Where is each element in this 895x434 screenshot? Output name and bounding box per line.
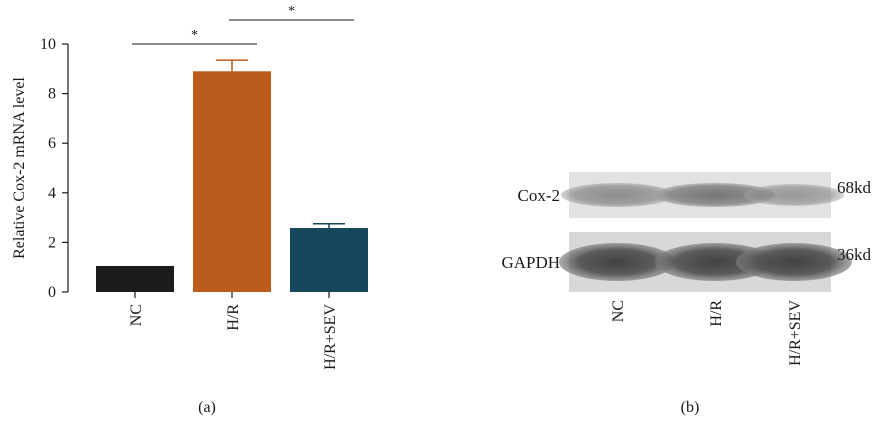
- y-tick-label: 6: [48, 135, 56, 152]
- blot-band-cox2: [744, 184, 844, 206]
- blot-lane-labels: NC H/R H/R+SEV: [610, 300, 804, 366]
- blot-lane-label: H/R: [708, 300, 725, 327]
- significance-markers: **: [132, 4, 354, 45]
- blot-row-label: Cox-2: [518, 186, 561, 205]
- bar-h-r: [193, 71, 271, 292]
- y-tick-label: 2: [48, 234, 56, 251]
- blot-band-cox2: [561, 183, 673, 207]
- blot-band-gapdh: [559, 243, 675, 281]
- bar-series: [96, 71, 368, 292]
- blot-size-label: 36kd: [837, 245, 872, 264]
- x-tick-label: H/R+SEV: [322, 304, 339, 370]
- y-tick-label: 8: [48, 86, 56, 103]
- significance-star: *: [288, 4, 295, 19]
- y-axis-ticks: 0 2 4 6 8 10: [40, 36, 68, 301]
- y-tick-label: 0: [48, 284, 56, 301]
- western-blot-panel: Cox-2 GAPDH 68kd 36kd NC H/R H/R+SEV (b): [501, 172, 872, 416]
- y-tick-label: 4: [48, 185, 56, 202]
- blot-size-labels: 68kd 36kd: [837, 178, 872, 264]
- y-tick-label: 10: [40, 36, 56, 53]
- blot-row-label: GAPDH: [501, 253, 560, 272]
- significance-star: *: [191, 28, 198, 43]
- blot-lane-label: H/R+SEV: [787, 300, 804, 366]
- blot-bands: [559, 183, 852, 281]
- panel-label-b: (b): [681, 399, 700, 416]
- x-tick-label: NC: [128, 304, 145, 326]
- blot-size-label: 68kd: [837, 178, 872, 197]
- blot-band-gapdh: [736, 243, 852, 281]
- x-axis-ticks: NC H/R H/R+SEV: [128, 292, 339, 370]
- panel-label-a: (a): [198, 399, 216, 416]
- blot-lane-label: NC: [610, 300, 627, 322]
- bar-nc: [96, 265, 174, 292]
- bar-h-r-sev: [290, 228, 368, 292]
- x-tick-label: H/R: [225, 304, 242, 331]
- y-axis-label: Relative Cox-2 mRNA level: [11, 77, 28, 259]
- blot-band-cox2: [655, 183, 775, 207]
- blot-row-labels: Cox-2 GAPDH: [501, 186, 560, 272]
- error-bars: [216, 59, 345, 229]
